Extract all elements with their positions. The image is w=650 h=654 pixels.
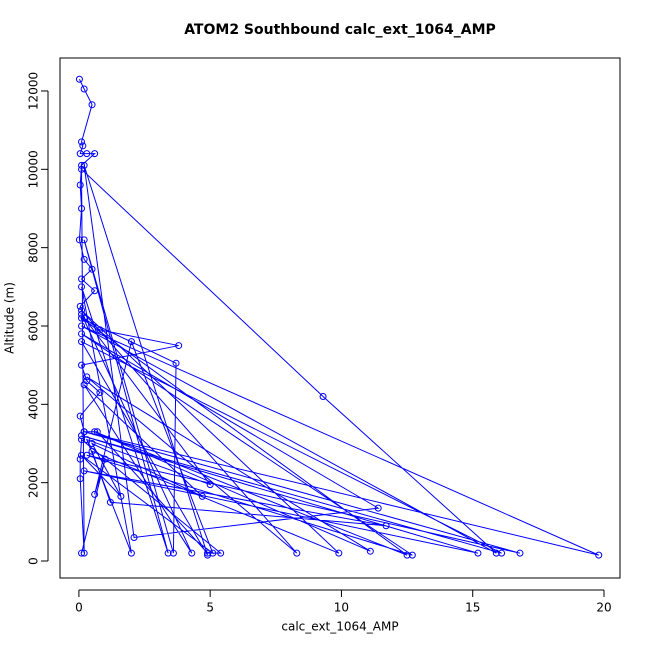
y-tick-label: 4000 [27, 389, 41, 420]
data-point [474, 549, 482, 557]
data-point [78, 138, 86, 146]
data-point [188, 549, 196, 557]
data-point [106, 498, 114, 506]
data-point [83, 373, 91, 381]
data-point [78, 451, 86, 459]
data-point [492, 549, 500, 557]
data-point [366, 547, 374, 555]
data-point [335, 549, 343, 557]
data-point [80, 85, 88, 93]
x-tick-label: 15 [465, 601, 480, 615]
data-point [83, 150, 91, 158]
data-point [198, 492, 206, 500]
x-tick-label: 5 [206, 601, 214, 615]
data-point [516, 549, 524, 557]
data-point [206, 481, 214, 489]
data-point [78, 275, 86, 283]
data-point [75, 236, 83, 244]
data-point [78, 310, 86, 318]
data-point [91, 287, 99, 295]
data-point [293, 549, 301, 557]
y-axis-label: Altitude (m) [3, 282, 17, 354]
data-point [78, 361, 86, 369]
data-point [204, 549, 212, 557]
data-point [78, 314, 86, 322]
data-point [91, 150, 99, 158]
data-point [76, 455, 84, 463]
data-point [78, 161, 86, 169]
plot-frame [59, 57, 621, 579]
x-tick-label: 10 [334, 601, 349, 615]
data-point [209, 549, 217, 557]
data-point [78, 204, 86, 212]
data-point [76, 181, 84, 189]
data-point [127, 338, 135, 346]
data-point [78, 322, 86, 330]
data-point [172, 359, 180, 367]
data-point [80, 255, 88, 263]
y-tick-label: 2000 [27, 467, 41, 498]
data-point [78, 436, 86, 444]
data-point [88, 447, 96, 455]
y-tick-label: 12000 [27, 72, 41, 110]
data-point [83, 451, 91, 459]
data-point [164, 549, 172, 557]
data-point [78, 330, 86, 338]
data-point [78, 283, 86, 291]
data-point [78, 549, 86, 557]
x-axis-label: calc_ext_1064_AMP [281, 620, 398, 634]
data-point [76, 412, 84, 420]
data-point [80, 381, 88, 389]
data-point [88, 265, 96, 273]
data-point [78, 432, 86, 440]
data-point [169, 549, 177, 557]
data-point [91, 490, 99, 498]
data-point [403, 551, 411, 559]
data-point [217, 549, 225, 557]
data-point [101, 455, 109, 463]
data-point [319, 392, 327, 400]
data-point [498, 549, 506, 557]
data-point [80, 549, 88, 557]
data-point [80, 161, 88, 169]
data-point [76, 302, 84, 310]
data-point [76, 475, 84, 483]
data-point [130, 533, 138, 541]
y-tick-label: 0 [27, 557, 41, 565]
data-point [382, 522, 390, 530]
chart-title: ATOM2 Southbound calc_ext_1064_AMP [184, 22, 496, 38]
data-point [374, 504, 382, 512]
series-line [78, 79, 599, 556]
data-point [78, 338, 86, 346]
x-tick-label: 0 [75, 601, 83, 615]
data-point [93, 428, 101, 436]
data-point [80, 467, 88, 475]
data-point [79, 142, 87, 150]
data-point [175, 342, 183, 350]
data-point [127, 549, 135, 557]
data-point [88, 101, 96, 109]
data-point [96, 326, 104, 334]
data-point [408, 551, 416, 559]
x-tick-label: 20 [596, 601, 611, 615]
data-point [88, 439, 96, 447]
data-point [76, 150, 84, 158]
y-tick-label: 10000 [27, 150, 41, 188]
data-point [91, 428, 99, 436]
data-point [595, 551, 603, 559]
y-tick-label: 6000 [27, 311, 41, 342]
data-point [80, 236, 88, 244]
data-point [83, 436, 91, 444]
data-point [117, 492, 125, 500]
data-point [75, 75, 83, 83]
data-point [78, 306, 86, 314]
data-point [96, 389, 104, 397]
y-tick-label: 8000 [27, 232, 41, 263]
